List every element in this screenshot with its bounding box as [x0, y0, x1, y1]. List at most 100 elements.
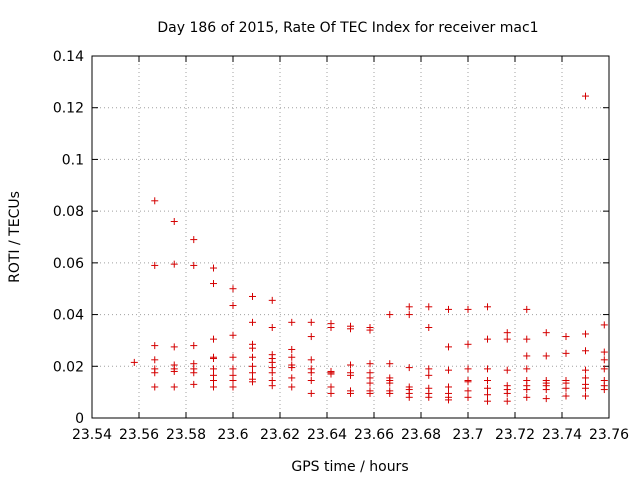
- data-point: [170, 343, 178, 351]
- plot-frame: [91, 55, 610, 419]
- data-point: [229, 365, 237, 373]
- y-axis-label: ROTI / TECUs: [7, 191, 23, 283]
- data-point: [582, 374, 589, 382]
- data-point: [444, 343, 452, 351]
- data-point: [464, 305, 472, 313]
- data-point: [288, 383, 296, 391]
- y-tick-label: 0.02: [53, 359, 84, 375]
- data-point: [347, 325, 354, 333]
- data-point: [151, 356, 159, 364]
- data-point: [523, 335, 531, 343]
- data-point: [503, 397, 511, 405]
- x-tick-label: 23.58: [166, 427, 206, 443]
- data-point: [425, 303, 433, 311]
- data-point: [190, 342, 198, 350]
- data-point: [249, 318, 257, 326]
- data-point: [600, 356, 608, 364]
- data-point: [523, 305, 531, 313]
- x-tick-label: 23.6: [217, 427, 248, 443]
- y-tick-label: 0.1: [62, 152, 84, 168]
- data-point: [464, 393, 472, 401]
- data-point: [366, 326, 374, 334]
- data-point: [425, 393, 433, 401]
- data-point: [405, 393, 413, 401]
- data-point: [542, 352, 550, 360]
- data-point: [425, 371, 433, 379]
- y-tick-label: 0.06: [53, 256, 84, 272]
- data-point: [229, 377, 237, 385]
- data-point: [386, 360, 394, 368]
- data-point: [562, 349, 570, 357]
- data-point: [288, 345, 296, 353]
- x-tick-label: 23.68: [401, 427, 441, 443]
- x-tick-label: 23.64: [307, 427, 347, 443]
- y-tick-label: 0.12: [53, 101, 84, 117]
- data-point: [523, 393, 531, 401]
- data-point: [170, 367, 178, 375]
- data-point: [386, 389, 394, 397]
- data-point: [562, 392, 570, 400]
- data-point: [582, 330, 589, 338]
- data-point: [151, 342, 159, 350]
- data-point: [327, 370, 335, 378]
- data-point: [503, 366, 511, 374]
- data-point: [151, 261, 159, 269]
- data-point: [130, 358, 138, 366]
- data-point: [444, 305, 452, 313]
- data-point: [484, 384, 492, 392]
- data-point: [600, 386, 608, 394]
- data-point: [170, 217, 178, 225]
- data-point: [327, 383, 335, 391]
- data-point: [229, 353, 237, 361]
- data-point: [484, 397, 492, 405]
- x-tick-label: 23.56: [119, 427, 159, 443]
- x-tick-label: 23.66: [354, 427, 394, 443]
- data-point: [425, 324, 433, 331]
- data-point: [347, 371, 354, 379]
- chart-title: Day 186 of 2015, Rate Of TEC Index for r…: [157, 20, 538, 36]
- y-tick-label: 0.08: [53, 204, 84, 220]
- data-point: [464, 378, 472, 386]
- data-point: [209, 377, 217, 385]
- data-point: [503, 389, 511, 397]
- data-point: [151, 369, 159, 377]
- data-point: [268, 382, 276, 390]
- data-point: [307, 356, 315, 364]
- x-tick-labels: 23.54 23.56 23.58 23.6 23.62 23.64 23.66 23.68 2…: [72, 427, 629, 443]
- data-point: [600, 321, 608, 329]
- y-tick-label: 0.04: [53, 308, 84, 324]
- data-point: [405, 311, 413, 319]
- data-point: [190, 369, 198, 377]
- data-point: [523, 386, 531, 394]
- data-point: [600, 365, 608, 373]
- data-point: [307, 333, 315, 341]
- x-tick-label: 23.54: [72, 427, 112, 443]
- data-point: [464, 365, 472, 373]
- data-point: [327, 389, 335, 397]
- grid: [92, 56, 609, 418]
- data-point: [151, 197, 159, 205]
- data-point: [582, 384, 589, 392]
- data-point: [464, 340, 472, 348]
- data-point: [444, 383, 452, 391]
- data-point: [600, 348, 608, 356]
- data-point: [249, 369, 257, 377]
- x-tick-label: 23.62: [260, 427, 300, 443]
- data-point: [229, 302, 237, 310]
- data-point: [582, 92, 589, 100]
- data-point: [307, 318, 315, 326]
- data-point: [386, 311, 394, 319]
- data-point: [523, 352, 531, 360]
- data-point: [327, 324, 335, 331]
- data-point: [288, 318, 296, 326]
- data-point: [582, 366, 589, 374]
- data-point: [582, 347, 589, 355]
- data-point: [209, 335, 217, 343]
- data-point: [190, 261, 198, 269]
- data-point: [229, 285, 237, 293]
- data-point: [209, 264, 217, 272]
- data-point: [366, 379, 374, 387]
- data-point: [249, 378, 257, 386]
